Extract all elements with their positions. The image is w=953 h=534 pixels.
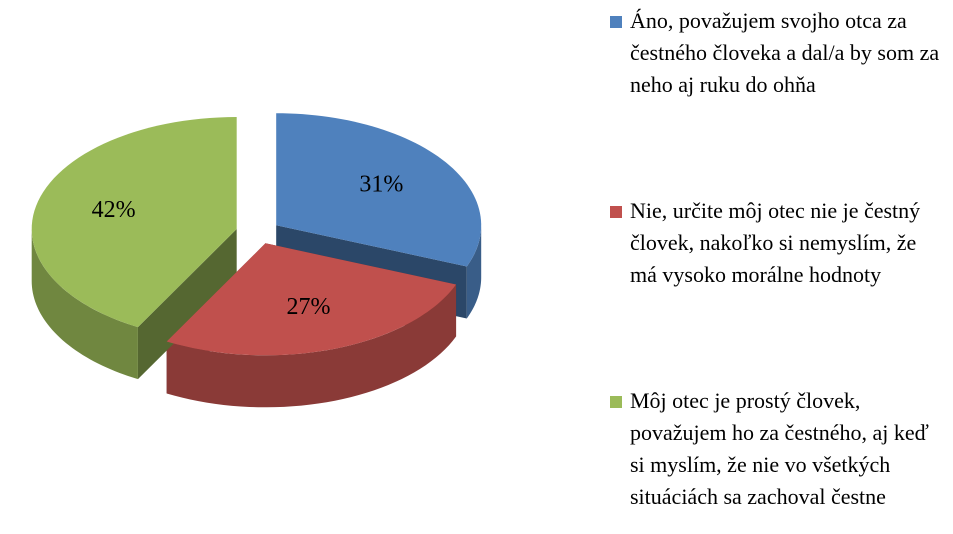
legend-swatch <box>610 16 622 28</box>
legend-swatch <box>610 206 622 218</box>
legend-item: Áno, považujem svojho otca za čestného č… <box>610 5 940 101</box>
legend-swatch <box>610 396 622 408</box>
legend-label: Áno, považujem svojho otca za čestného č… <box>630 8 940 97</box>
slice-face <box>137 229 237 380</box>
legend-item: Nie, určite môj otec nie je čestný člove… <box>610 195 940 291</box>
data-label: 42% <box>92 197 136 223</box>
slice-side <box>466 225 482 319</box>
slice <box>31 117 237 328</box>
legend-label: Môj otec je prostý človek, považujem ho … <box>630 388 929 509</box>
legend-item: Môj otec je prostý človek, považujem ho … <box>610 385 940 513</box>
slice-side <box>166 284 457 408</box>
slice-side <box>31 229 138 380</box>
legend-label: Nie, určite môj otec nie je čestný člove… <box>630 198 921 287</box>
data-label: 31% <box>359 172 403 198</box>
slice <box>166 243 457 356</box>
data-label: 27% <box>287 294 331 320</box>
slice <box>276 113 482 267</box>
